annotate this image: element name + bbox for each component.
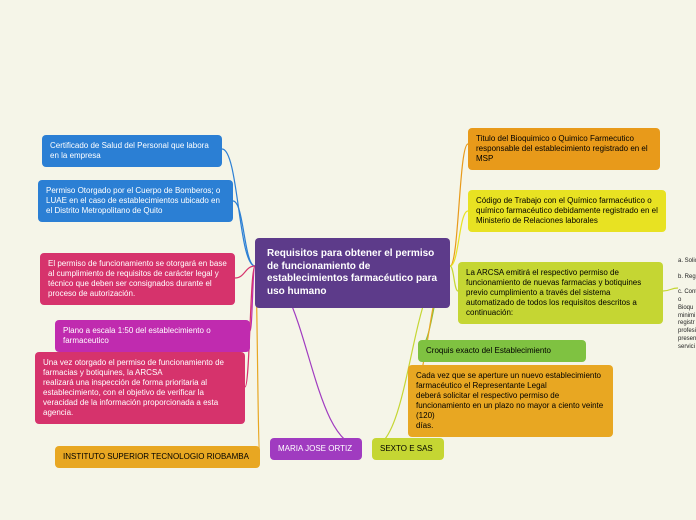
center-node: Requisitos para obtener el permiso de fu… [255,238,450,308]
mindmap-node: INSTITUTO SUPERIOR TECNOLOGIO RIOBAMBA [55,446,260,468]
mindmap-node: MARIA JOSE ORTIZ [270,438,362,460]
mindmap-node: Cada vez que se aperture un nuevo establ… [408,365,613,437]
mindmap-node: Código de Trabajo con el Químico farmacé… [468,190,666,232]
mindmap-node: Plano a escala 1:50 del establecimiento … [55,320,250,352]
mindmap-node: Croquis exacto del Establecimiento [418,340,586,362]
cutoff-text: a. Solic b. Regi c. Cont o Bioqu minimi … [678,258,696,352]
mindmap-node: Certificado de Salud del Personal que la… [42,135,222,167]
mindmap-node: SEXTO E SAS [372,438,444,460]
mindmap-node: Permiso Otorgado por el Cuerpo de Bomber… [38,180,233,222]
mindmap-node: La ARCSA emitirá el respectivo permiso d… [458,262,663,324]
mindmap-node: Titulo del Bioquimico o Quimico Farmecut… [468,128,660,170]
mindmap-node: Una vez otorgado el permiso de funcionam… [35,352,245,424]
mindmap-node: El permiso de funcionamiento se otorgará… [40,253,235,305]
